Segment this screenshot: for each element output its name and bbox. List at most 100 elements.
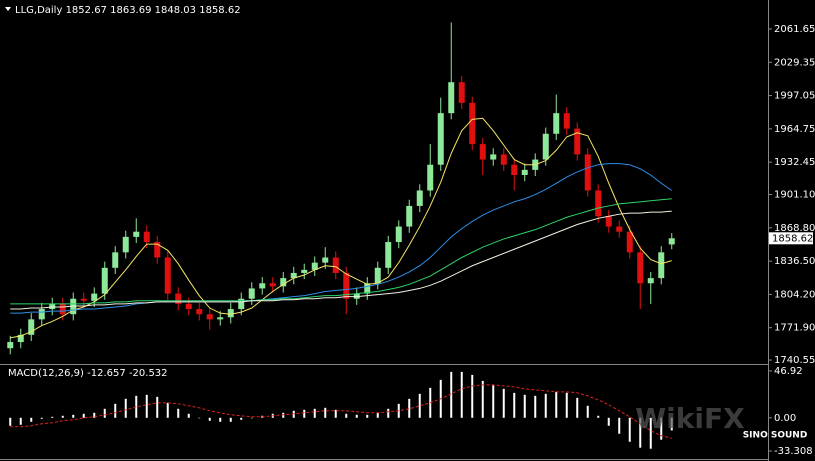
low-value: 1848.03: [155, 5, 196, 16]
candle-body: [227, 309, 234, 318]
candle-body: [49, 303, 56, 310]
candle-body: [616, 226, 623, 232]
macd-bar: [166, 402, 169, 418]
macd-bar: [639, 417, 642, 448]
macd-bar: [61, 415, 64, 418]
y-tick-label: 2061.65: [774, 24, 815, 35]
candle-body: [406, 205, 413, 227]
macd-bar: [607, 417, 610, 426]
macd-title: MACD(12,26,9): [8, 368, 84, 379]
candle-body: [668, 238, 675, 245]
candle-body: [595, 190, 602, 217]
last-price-label: 1858.62: [772, 233, 813, 244]
candle-body: [38, 309, 45, 320]
macd-bar: [618, 417, 621, 434]
macd-header: MACD(12,26,9) -12.657 -20.532: [8, 368, 168, 379]
y-tick-label: 1804.20: [774, 289, 815, 300]
y-tick-label: 1740.55: [774, 355, 815, 366]
macd-bar: [670, 417, 673, 431]
candle-body: [637, 252, 644, 284]
macd-bar: [177, 408, 180, 418]
y-tick-label: 1901.10: [774, 189, 815, 200]
macd-bar: [565, 392, 568, 418]
macd-bar: [544, 393, 547, 418]
candle-body: [101, 267, 108, 294]
candle-body: [469, 102, 476, 145]
macd-bar: [334, 409, 337, 418]
candle-body: [7, 342, 14, 349]
candle-body: [427, 164, 434, 191]
macd-bar: [481, 380, 484, 418]
candle-body: [626, 231, 633, 253]
macd-bar: [628, 417, 631, 442]
macd-bar: [240, 417, 243, 420]
candle-body: [353, 293, 360, 299]
candle-body: [511, 164, 518, 176]
watermark: WikiFX: [635, 402, 745, 435]
candle-body: [91, 293, 98, 301]
macd-bar: [513, 392, 516, 418]
macd-bar: [72, 414, 75, 418]
candle-body: [269, 283, 276, 287]
macd-bar: [523, 394, 526, 418]
high-value: 1863.69: [110, 5, 151, 16]
y-tick-label: 1997.05: [774, 91, 815, 102]
macd-bar: [492, 384, 495, 418]
candle-body: [185, 303, 192, 310]
candle-body: [322, 257, 329, 263]
macd-bar: [324, 407, 327, 418]
candle-body: [584, 154, 591, 191]
macd-bar: [250, 417, 253, 419]
candle-body: [196, 309, 203, 315]
candle-body: [490, 154, 497, 160]
candle-body: [343, 272, 350, 299]
macd-bar: [19, 417, 22, 425]
candle-body: [553, 113, 560, 134]
candle-body: [28, 319, 35, 335]
macd-bar: [93, 412, 96, 418]
macd-bar: [586, 405, 589, 418]
moving-average: [10, 198, 672, 305]
macd-bar: [187, 413, 190, 418]
candle-body: [301, 269, 308, 273]
candle-body: [238, 298, 245, 310]
macd-bar: [471, 374, 474, 418]
candle-body: [70, 298, 77, 315]
macd-bar: [30, 417, 33, 422]
candle-body: [385, 242, 392, 268]
macd-bar: [82, 413, 85, 418]
open-value: 1852.67: [66, 5, 107, 16]
y-tick-label: 1868.80: [774, 223, 815, 234]
macd-bar: [114, 403, 117, 418]
candle-body: [122, 236, 129, 253]
macd-bar: [366, 414, 369, 418]
macd-bar: [198, 417, 201, 419]
candle-body: [164, 257, 171, 294]
macd-bar: [355, 414, 358, 418]
candle-body: [374, 267, 381, 284]
candle-body: [311, 262, 318, 270]
candle-body: [574, 128, 581, 155]
y-tick-label: 2029.35: [774, 57, 815, 68]
candle-body: [521, 169, 528, 176]
macd-bar: [555, 391, 558, 418]
macd-bar: [229, 417, 232, 422]
candle-body: [175, 293, 182, 304]
close-value: 1858.62: [199, 5, 240, 16]
candle-body: [332, 257, 339, 273]
macd-bar: [450, 371, 453, 418]
macd-bar: [660, 417, 663, 440]
menu-arrow[interactable]: [5, 7, 11, 11]
macd-bar: [387, 408, 390, 418]
signal-line: [10, 384, 672, 439]
candle-body: [280, 278, 287, 287]
candle-body: [448, 82, 455, 114]
macd-value: -12.657: [87, 368, 126, 379]
candle-body: [143, 231, 150, 243]
candle-body: [364, 283, 371, 294]
macd-bar: [103, 408, 106, 418]
macd-bar: [40, 417, 43, 419]
candle-body: [259, 283, 266, 289]
